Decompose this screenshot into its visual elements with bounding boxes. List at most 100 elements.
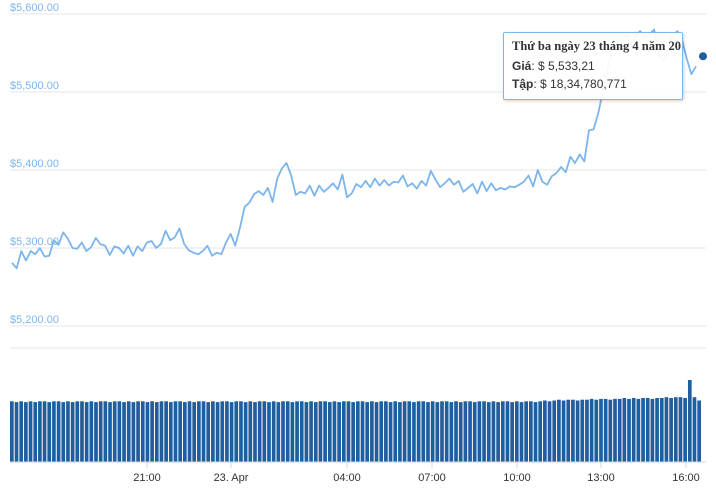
volume-bar: [178, 401, 182, 462]
volume-bar: [267, 402, 271, 462]
volume-bar: [253, 402, 257, 462]
volume-bar: [585, 399, 589, 462]
volume-bar: [678, 397, 683, 462]
volume-bar: [486, 402, 491, 462]
data-tooltip: Thứ ba ngày 23 tháng 4 năm 201 Giá: $ 5,…: [503, 32, 683, 100]
volume-bar: [533, 402, 538, 462]
volume-bar: [192, 402, 197, 462]
tooltip-price-label: Giá: [512, 59, 532, 73]
volume-bar: [384, 401, 388, 462]
x-tick-label: 13:00: [587, 472, 615, 484]
volume-bar: [94, 402, 98, 462]
tooltip-price-value: $ 5,533,21: [538, 59, 595, 73]
volume-bar: [229, 402, 234, 462]
tooltip-volume-row: Tập: $ 18,34,780,771: [512, 77, 627, 91]
y-tick-label: $5,300.00: [10, 236, 59, 248]
volume-bar: [150, 401, 154, 462]
volume-bar: [575, 400, 580, 462]
volume-bar: [168, 402, 173, 462]
volume-bar: [454, 401, 458, 462]
volume-bar: [197, 401, 201, 462]
volume-bar: [435, 402, 440, 462]
volume-bar: [243, 402, 248, 462]
y-tick-label: $5,200.00: [10, 314, 59, 326]
volume-bar: [159, 401, 164, 462]
hover-point-marker[interactable]: [697, 50, 709, 63]
volume-bar: [524, 401, 528, 462]
volume-bar: [430, 401, 435, 462]
volume-bar: [636, 398, 641, 462]
volume-bar: [285, 401, 290, 462]
volume-bar: [211, 401, 215, 462]
volume-bar: [673, 397, 678, 462]
x-tick-label: 07:00: [418, 472, 446, 484]
volume-bar: [412, 402, 416, 462]
y-tick-label: $5,600.00: [10, 2, 59, 14]
volume-bar: [617, 398, 622, 462]
volume-bar: [313, 402, 318, 462]
volume-bar: [351, 402, 355, 462]
x-axis-labels: 21:00 23. Apr 04:00 07:00 10:00 13:00 16:00: [133, 472, 700, 484]
volume-bar: [164, 401, 168, 462]
volume-bar: [370, 401, 374, 462]
price-series-line: [11, 28, 697, 270]
volume-bar: [14, 402, 19, 462]
volume-bar: [365, 402, 370, 462]
volume-bar: [52, 401, 56, 462]
volume-bar: [491, 401, 496, 462]
volume-bar: [594, 399, 599, 462]
volume-bar: [239, 401, 243, 462]
volume-bar: [580, 399, 585, 462]
volume-bar: [276, 402, 281, 462]
volume-bar: [613, 398, 617, 462]
volume-bar: [510, 402, 514, 462]
volume-bar: [281, 401, 285, 462]
volume-bar: [472, 402, 477, 462]
volume-bar: [477, 401, 482, 462]
volume-bar: [309, 401, 313, 462]
volume-bar: [440, 401, 444, 462]
volume-bar: [140, 401, 145, 462]
volume-bar: [566, 399, 571, 462]
volume-bar: [655, 398, 659, 462]
volume-bar: [426, 402, 430, 462]
volume-bar: [295, 401, 299, 462]
x-tick-label: 10:00: [503, 472, 531, 484]
volume-bar: [547, 401, 552, 462]
volume-bar: [80, 401, 84, 462]
volume-bar: [75, 401, 80, 462]
volume-bar: [505, 401, 510, 462]
volume-bar: [514, 401, 519, 462]
volume-bar: [650, 398, 655, 462]
volume-bar: [468, 401, 472, 462]
volume-bar: [393, 401, 398, 462]
x-axis-ticks: [146, 462, 687, 468]
volume-bar: [416, 401, 421, 462]
volume-bar: [33, 402, 38, 462]
volume-bar: [225, 401, 229, 462]
volume-bar: [131, 402, 136, 462]
volume-bar: [187, 401, 192, 462]
volume-bar: [234, 401, 239, 462]
volume-bar: [388, 402, 393, 462]
volume-bar: [360, 401, 365, 462]
tooltip-volume-value: $ 18,34,780,771: [540, 77, 627, 91]
volume-bar: [603, 398, 608, 462]
volume-bar: [683, 398, 687, 462]
volume-bar: [398, 402, 402, 462]
volume-bar: [38, 401, 42, 462]
tooltip-price-row: Giá: $ 5,533,21: [512, 59, 595, 73]
volume-bar: [42, 401, 47, 462]
volume-bar: [19, 401, 24, 462]
volume-bar: [631, 398, 636, 462]
volume-bar: [122, 402, 126, 462]
volume-bar: [557, 399, 561, 462]
tooltip-title: Thứ ba ngày 23 tháng 4 năm 201: [512, 39, 683, 53]
volume-bar: [669, 398, 673, 462]
volume-bar: [66, 401, 70, 462]
volume-bar: [47, 402, 52, 462]
volume-bar: [500, 401, 505, 462]
volume-bar: [687, 380, 692, 462]
volume-bar: [98, 401, 103, 462]
